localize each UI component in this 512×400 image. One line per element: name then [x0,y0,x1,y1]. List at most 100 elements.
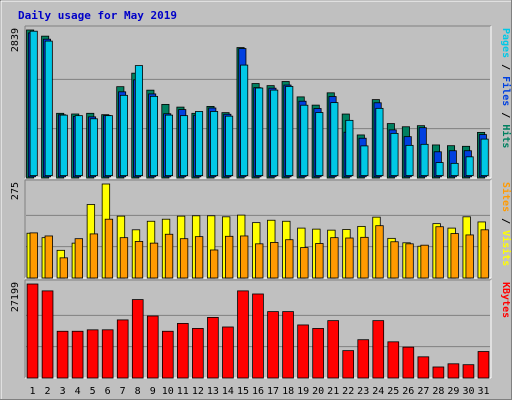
x-tick-label-6: 6 [105,386,111,397]
bottom-kbytes-bar-18 [282,311,294,379]
middle-sites-bar-3-fill [59,257,68,279]
top-pages-bar-20-fill [315,112,324,177]
x-tick-label-13: 13 [207,386,219,397]
bottom-kbytes-bar-18-fill [282,311,294,379]
top-pages-bar-28-fill [435,162,444,177]
chart-panels: 2839 Pages / Files / Hits 275 Sites / Visit… [10,25,512,379]
top-pages-bar-7 [119,94,128,176]
bottom-kbytes-bar-7-fill [116,319,129,379]
top-legend-part-4: Hits [500,124,512,148]
top-pages-bar-26 [405,144,414,176]
top-pages-bar-16-fill [255,87,264,176]
bottom-kbytes-bar-11 [177,323,189,379]
top-pages-bar-27 [420,143,429,177]
bottom-kbytes-bar-24 [372,320,385,379]
middle-sites-bar-28-fill [435,226,444,279]
bottom-kbytes-bar-13-fill [207,317,219,379]
x-tick-label-3: 3 [60,386,66,397]
bottom-max-label: 27199 [10,282,21,312]
top-pages-bar-3 [59,114,68,177]
x-tick-label-11: 11 [177,386,189,397]
middle-sites-bar-12-fill [194,236,204,279]
top-pages-bar-21 [330,102,339,176]
bottom-kbytes-bar-29-fill [447,363,460,379]
middle-sites-bar-6-fill [104,218,114,279]
top-pages-bar-4-fill [74,115,83,177]
top-pages-bar-21-fill [330,102,339,176]
top-pages-bar-22 [345,119,354,176]
middle-sites-bar-8-fill [134,241,144,279]
x-tick-label-4: 4 [75,386,81,397]
bottom-kbytes-bar-6 [101,329,114,379]
middle-sites-bar-14-fill [225,235,234,279]
x-tick-label-2: 2 [44,386,50,397]
bottom-kbytes-bar-8 [131,299,144,379]
middle-sites-bar-22 [345,237,354,279]
x-tick-label-28: 28 [432,386,444,397]
middle-sites-bar-20-fill [315,243,324,279]
middle-sites-bar-29 [450,233,459,279]
middle-sites-bar-28 [435,226,444,279]
top-pages-bar-29-fill [450,162,459,177]
top-pages-bar-27-fill [420,143,429,177]
top-panel: 2839 Pages / Files / Hits [10,25,512,179]
middle-sites-bar-17 [270,242,279,279]
bottom-kbytes-bar-2-fill [41,290,54,379]
bottom-kbytes-bar-28 [432,366,445,379]
top-pages-bar-1-fill [29,30,38,176]
bottom-kbytes-bar-10-fill [161,330,174,379]
bottom-panel: 27199 KBytes [10,279,511,379]
bottom-kbytes-bar-11-fill [177,323,189,379]
middle-sites-bar-30 [465,234,474,279]
bottom-kbytes-bar-9-fill [146,315,159,379]
bottom-kbytes-bar-12 [192,328,204,379]
bottom-kbytes-bar-15-fill [237,290,249,379]
middle-sites-bar-21-fill [330,237,339,279]
middle-sites-bar-4 [74,238,84,279]
x-tick-label-1: 1 [29,386,35,397]
middle-sites-bar-31-fill [480,229,489,279]
middle-panel: 275 Sites / Visits [10,179,512,279]
top-pages-bar-6 [104,115,113,177]
x-tick-label-20: 20 [312,386,324,397]
middle-max-label: 275 [10,182,21,200]
middle-sites-bar-13 [209,249,219,279]
top-pages-bar-13 [210,111,219,176]
top-pages-bar-13-fill [210,111,219,176]
bottom-kbytes-bar-10 [161,330,174,379]
middle-sites-bar-9-fill [149,242,159,279]
x-tick-label-24: 24 [372,386,384,397]
x-tick-label-31: 31 [477,386,489,397]
bottom-kbytes-bar-29 [447,363,460,379]
x-tick-label-25: 25 [387,386,399,397]
top-pages-bar-20 [315,112,324,177]
top-pages-bar-16 [255,87,264,176]
chart-title: Daily usage for May 2019 [18,9,177,22]
top-pages-bar-11-fill [180,115,189,177]
bottom-kbytes-bar-21-fill [327,320,339,379]
bottom-kbytes-bar-1 [26,283,39,379]
middle-sites-bar-19 [300,247,309,279]
top-pages-bar-8 [134,65,143,176]
bottom-kbytes-bar-31 [477,351,490,379]
middle-sites-bar-12 [194,236,204,279]
bottom-kbytes-bar-25 [387,341,400,379]
bottom-kbytes-bar-21 [327,320,339,379]
bottom-kbytes-bar-25-fill [387,341,400,379]
bottom-kbytes-bar-27-fill [417,356,430,379]
bottom-kbytes-bar-2 [41,290,54,379]
top-pages-bar-25 [390,132,399,177]
x-tick-label-29: 29 [447,386,459,397]
top-pages-bar-26-fill [405,144,414,176]
top-pages-bar-31-fill [480,138,489,176]
top-pages-bar-14 [225,115,234,176]
top-legend-part-2: Files [500,76,512,106]
middle-sites-bar-23-fill [360,236,369,279]
bottom-kbytes-bar-7 [116,319,129,379]
middle-sites-bar-16-fill [255,243,264,279]
x-tick-label-26: 26 [402,386,414,397]
top-pages-bar-28 [435,162,444,177]
bottom-legend-part-0: KBytes [500,282,511,318]
x-tick-label-23: 23 [357,386,369,397]
